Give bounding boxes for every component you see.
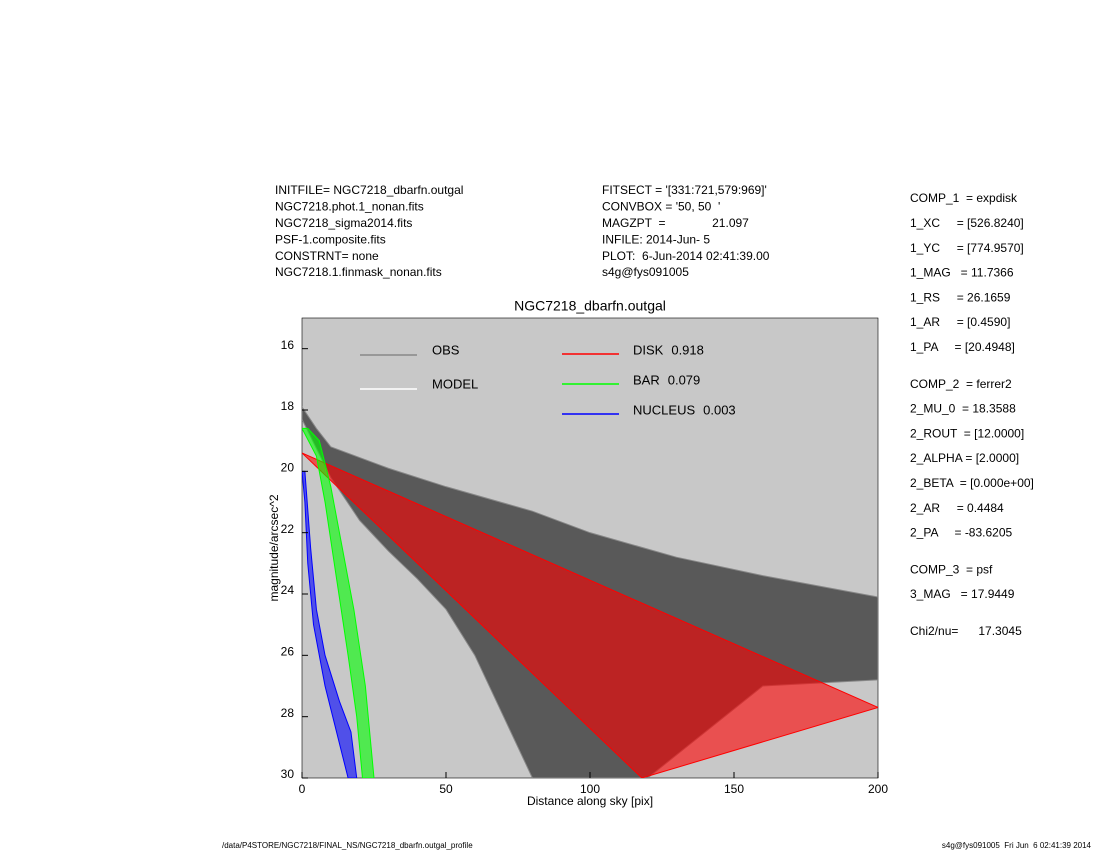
header-line: NGC7218.1.finmask_nonan.fits — [275, 265, 442, 279]
legend-fraction: 0.079 — [668, 372, 701, 387]
header-line: MAGZPT = 21.097 — [602, 216, 749, 230]
param-line: 2_MU_0 = 18.3588 — [910, 402, 1016, 416]
profile-band — [302, 470, 358, 778]
param-line: 3_MAG = 17.9449 — [910, 587, 1015, 601]
y-tick-label: 22 — [281, 522, 295, 536]
param-line: Chi2/nu= 17.3045 — [910, 624, 1022, 638]
y-tick-label: 24 — [281, 583, 295, 597]
footer-left: /data/P4STORE/NGC7218/FINAL_NS/NGC7218_d… — [222, 841, 473, 850]
y-tick-label: 30 — [281, 767, 295, 781]
header-line: PLOT: 6-Jun-2014 02:41:39.00 — [602, 249, 770, 263]
header-line: NGC7218.phot.1_nonan.fits — [275, 200, 424, 214]
param-line: 1_XC = [526.8240] — [910, 216, 1024, 230]
param-line: COMP_1 = expdisk — [910, 191, 1018, 205]
profile-band — [302, 427, 375, 778]
x-axis-label: Distance along sky [pix] — [527, 794, 653, 808]
footer-right: s4g@fys091005 Fri Jun 6 02:41:39 2014 — [942, 841, 1092, 850]
param-line: 1_AR = [0.4590] — [910, 315, 1010, 329]
legend-label: DISK — [633, 342, 664, 357]
y-axis-label: magnitude/arcsec^2 — [267, 494, 281, 601]
x-tick-label: 0 — [299, 782, 306, 796]
y-tick-label: 28 — [281, 706, 295, 720]
x-tick-label: 150 — [724, 782, 744, 796]
plot-clip — [302, 406, 878, 778]
header-line: INITFILE= NGC7218_dbarfn.outgal — [275, 183, 463, 197]
legend-label: NUCLEUS — [633, 402, 695, 417]
param-line: 2_ROUT = [12.0000] — [910, 426, 1024, 440]
header-line: CONSTRNT= none — [275, 249, 379, 263]
param-line: 1_MAG = 11.7366 — [910, 266, 1014, 280]
legend-label: MODEL — [432, 376, 478, 391]
y-tick-label: 18 — [281, 399, 295, 413]
y-tick-label: 16 — [281, 338, 295, 352]
param-line: 2_BETA = [0.000e+00] — [910, 476, 1034, 490]
profile-band — [302, 452, 878, 778]
y-tick-label: 26 — [281, 645, 295, 659]
param-line: COMP_3 = psf — [910, 562, 993, 576]
param-line: 1_YC = [774.9570] — [910, 241, 1024, 255]
param-line: 1_PA = [20.4948] — [910, 340, 1015, 354]
legend-label: OBS — [432, 342, 460, 357]
legend-label: BAR — [633, 372, 660, 387]
chart-title: NGC7218_dbarfn.outgal — [514, 298, 666, 314]
param-line: 2_AR = 0.4484 — [910, 501, 1004, 515]
param-line: 2_PA = -83.6205 — [910, 526, 1013, 540]
header-line: PSF-1.composite.fits — [275, 232, 386, 246]
header-line: NGC7218_sigma2014.fits — [275, 216, 412, 230]
header-line: CONVBOX = '50, 50 ' — [602, 200, 720, 214]
header-line: INFILE: 2014-Jun- 5 — [602, 232, 710, 246]
x-tick-label: 200 — [868, 782, 888, 796]
y-tick-label: 20 — [281, 461, 295, 475]
x-tick-label: 50 — [439, 782, 453, 796]
param-line: 2_ALPHA = [2.0000] — [910, 451, 1019, 465]
legend-fraction: 0.003 — [703, 402, 736, 417]
header-line: s4g@fys091005 — [602, 265, 689, 279]
param-line: 1_RS = 26.1659 — [910, 290, 1011, 304]
header-line: FITSECT = '[331:721,579:969]' — [602, 183, 767, 197]
x-tick-label: 100 — [580, 782, 600, 796]
legend-fraction: 0.918 — [671, 342, 704, 357]
param-line: COMP_2 = ferrer2 — [910, 377, 1012, 391]
